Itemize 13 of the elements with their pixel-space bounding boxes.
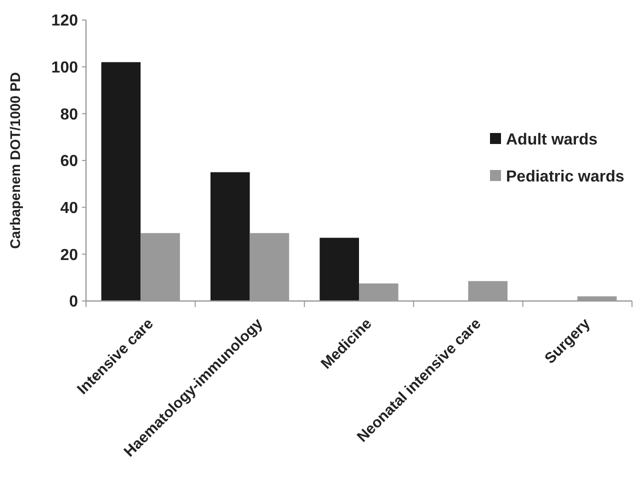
y-tick-label: 60 xyxy=(60,153,78,170)
y-tick-label: 40 xyxy=(60,200,78,217)
bar xyxy=(101,62,141,301)
y-tick-label: 120 xyxy=(51,12,78,30)
bar xyxy=(210,172,250,301)
y-tick-label: 80 xyxy=(60,106,78,124)
bar xyxy=(320,238,359,301)
legend-label: Adult wards xyxy=(506,132,598,149)
y-tick-label: 100 xyxy=(51,59,78,76)
legend-label: Pediatric wards xyxy=(506,168,624,186)
y-tick-label: 0 xyxy=(69,294,78,311)
y-axis-title: Carbapenem DOT/1000 PD xyxy=(7,72,23,249)
y-tick-label: 20 xyxy=(60,246,78,264)
